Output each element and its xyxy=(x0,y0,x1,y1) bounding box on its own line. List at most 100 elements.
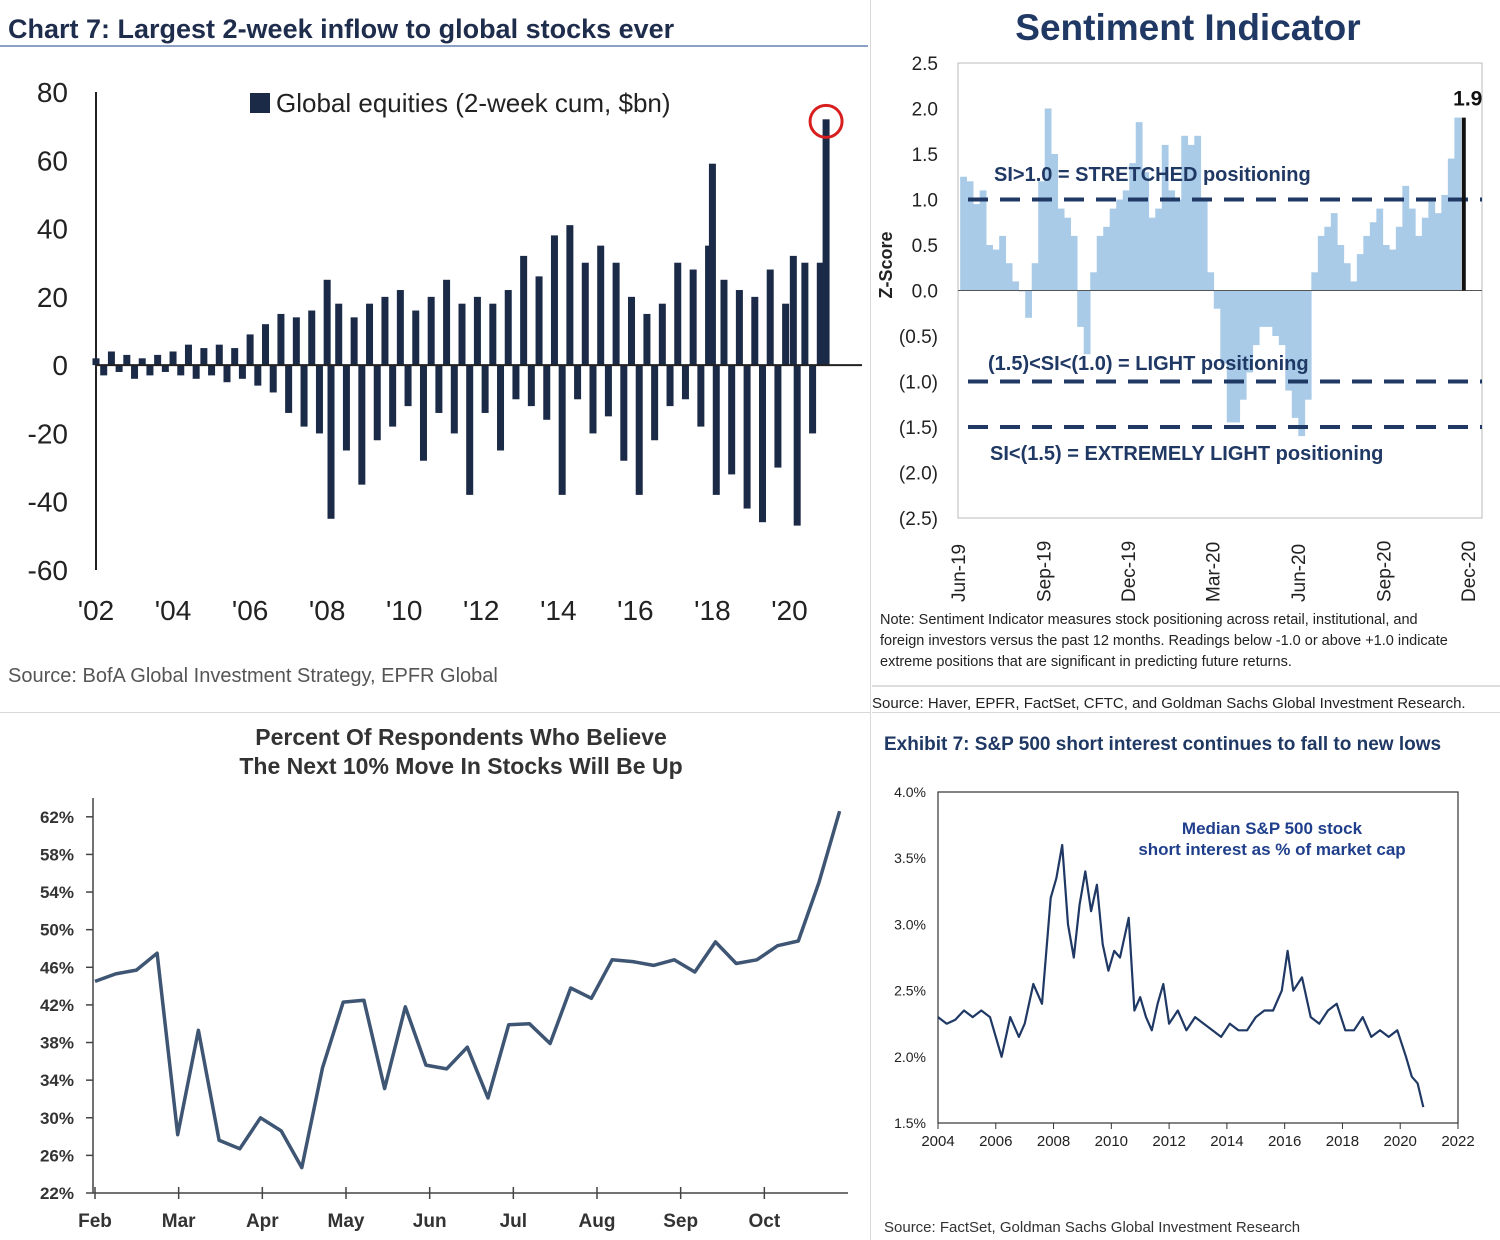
short-interest-x-tick-label: 2006 xyxy=(979,1133,1012,1150)
flows-bar xyxy=(628,296,636,366)
short-interest-x-tick-label: 2022 xyxy=(1441,1133,1474,1150)
sentiment-x-tick-label: Dec-20 xyxy=(1459,541,1480,602)
flows-x-tick-label: '16 xyxy=(617,595,654,626)
sentiment-bar xyxy=(1376,208,1384,291)
sentiment-chart-title: Sentiment Indicator xyxy=(1015,7,1360,48)
flows-bar xyxy=(681,365,689,400)
short-interest-x-tick-label: 2014 xyxy=(1210,1133,1243,1150)
sentiment-bar xyxy=(1181,135,1189,291)
sentiment-bar xyxy=(1148,217,1156,291)
flows-bar xyxy=(566,225,574,366)
sentiment-bar xyxy=(1395,226,1403,291)
flows-x-tick-label: '08 xyxy=(309,595,346,626)
flows-bar xyxy=(169,351,177,366)
sentiment-bar xyxy=(1038,181,1046,291)
flows-legend-label: Global equities (2-week cum, $bn) xyxy=(276,88,671,118)
flows-bar xyxy=(427,296,435,366)
flows-chart-title: Chart 7: Largest 2-week inflow to global… xyxy=(8,14,675,44)
sentiment-bar xyxy=(1285,290,1293,391)
flows-bar xyxy=(435,365,443,413)
short-interest-source: Source: FactSet, Goldman Sachs Global In… xyxy=(884,1219,1300,1236)
short-interest-x-tick-label: 2020 xyxy=(1384,1133,1417,1150)
flows-bar xyxy=(215,344,223,366)
sentiment-bar xyxy=(1233,290,1241,423)
flows-bar xyxy=(335,303,343,366)
short-interest-x-tick-label: 2010 xyxy=(1095,1133,1128,1150)
sentiment-bar xyxy=(979,190,987,291)
sentiment-bar xyxy=(973,204,980,291)
flows-bar xyxy=(154,354,162,366)
short-interest-title: Exhibit 7: S&P 500 short interest contin… xyxy=(884,734,1441,755)
sentiment-chart-panel: Sentiment Indicator Z-Score 2.5 2.0 1.5 1.0… xyxy=(872,0,1500,712)
short-interest-series-line xyxy=(937,843,1425,1108)
flows-bar xyxy=(604,365,612,417)
flows-bar xyxy=(720,279,728,366)
flows-x-tick-label: '20 xyxy=(771,595,808,626)
flows-bar xyxy=(809,365,817,434)
sentiment-bar xyxy=(1103,226,1111,291)
sentiment-source: Source: Haver, EPFR, FactSet, CFTC, and … xyxy=(872,695,1466,712)
sentiment-bar xyxy=(1194,135,1202,291)
sentiment-x-tick-label: Mar-20 xyxy=(1204,542,1225,602)
survey-x-tick-label: Aug xyxy=(579,1211,616,1232)
flows-bar xyxy=(277,313,285,366)
flows-source: Source: BofA Global Investment Strategy,… xyxy=(8,665,498,687)
sentiment-bar xyxy=(1304,290,1312,400)
sentiment-bar xyxy=(1187,144,1195,291)
short-interest-x-tick-label: 2012 xyxy=(1152,1133,1185,1150)
survey-y-tick-label: 30% xyxy=(40,1109,74,1128)
short-interest-x-axis-ticks: 2004 2006 2008 2010 2012 2014 2016 2018 2020 2022 xyxy=(921,1123,1475,1150)
survey-x-axis-ticks: Feb Mar Apr May Jun Jul Aug Sep Oct xyxy=(78,1187,781,1232)
sentiment-bar xyxy=(1434,213,1442,291)
sentiment-bars xyxy=(960,108,1462,437)
flows-bar xyxy=(589,365,597,434)
flows-bar xyxy=(412,310,420,366)
short-interest-chart-panel: Exhibit 7: S&P 500 short interest contin… xyxy=(872,712,1500,1240)
sentiment-bar xyxy=(1200,199,1208,291)
flows-bar xyxy=(327,365,335,519)
sentiment-bar xyxy=(1168,190,1176,291)
sentiment-bar xyxy=(1382,245,1390,291)
flows-bar xyxy=(666,365,674,407)
short-interest-x-tick-label: 2016 xyxy=(1268,1133,1301,1150)
sentiment-x-tick-label: Sep-20 xyxy=(1374,541,1395,602)
sentiment-bar xyxy=(1343,263,1351,291)
flows-bar xyxy=(543,365,551,420)
flows-bar xyxy=(246,334,254,366)
flows-bar xyxy=(223,365,231,383)
flows-bar xyxy=(192,365,200,379)
flows-bar xyxy=(558,365,566,495)
sentiment-y-axis-label: Z-Score xyxy=(876,231,896,298)
flows-bar xyxy=(643,313,651,366)
short-interest-plot-frame xyxy=(937,791,1459,1124)
sentiment-bar xyxy=(1070,235,1078,291)
sentiment-bar xyxy=(1324,226,1332,291)
survey-x-tick-label: Jul xyxy=(500,1211,527,1232)
flows-bar xyxy=(782,303,790,366)
sentiment-bar xyxy=(1064,217,1072,291)
sentiment-bar xyxy=(1428,199,1436,291)
sentiment-y-tick-label: (0.5) xyxy=(899,327,938,348)
sentiment-bar xyxy=(1246,290,1254,373)
short-interest-y-axis-ticks: 4.0% 3.5% 3.0% 2.5% 2.0% 1.5% xyxy=(894,784,926,1131)
flows-bar xyxy=(285,365,293,413)
short-interest-x-tick-label: 2004 xyxy=(921,1133,954,1150)
sentiment-bar xyxy=(1220,290,1228,364)
sentiment-bar xyxy=(1025,290,1033,318)
sentiment-y-tick-label: 0.5 xyxy=(912,236,938,257)
survey-x-tick-label: Jun xyxy=(413,1211,447,1232)
flows-x-tick-label: '12 xyxy=(463,595,500,626)
flows-bar xyxy=(131,365,139,379)
flows-bar xyxy=(728,365,736,475)
flows-bar xyxy=(822,119,830,366)
sentiment-bar xyxy=(1174,199,1182,291)
survey-x-tick-label: Oct xyxy=(748,1211,780,1232)
sentiment-bar xyxy=(1265,290,1273,327)
survey-x-tick-label: Sep xyxy=(663,1211,698,1232)
sentiment-bar xyxy=(1207,272,1215,291)
sentiment-bar xyxy=(1298,290,1306,437)
flows-bar xyxy=(396,290,404,366)
sentiment-bar xyxy=(1447,158,1455,291)
sentiment-y-axis-ticks: 2.5 2.0 1.5 1.0 0.5 0.0 (0.5) (1.0) (1.5) (2.0) (2… xyxy=(899,54,938,530)
sentiment-bar xyxy=(1291,290,1299,418)
